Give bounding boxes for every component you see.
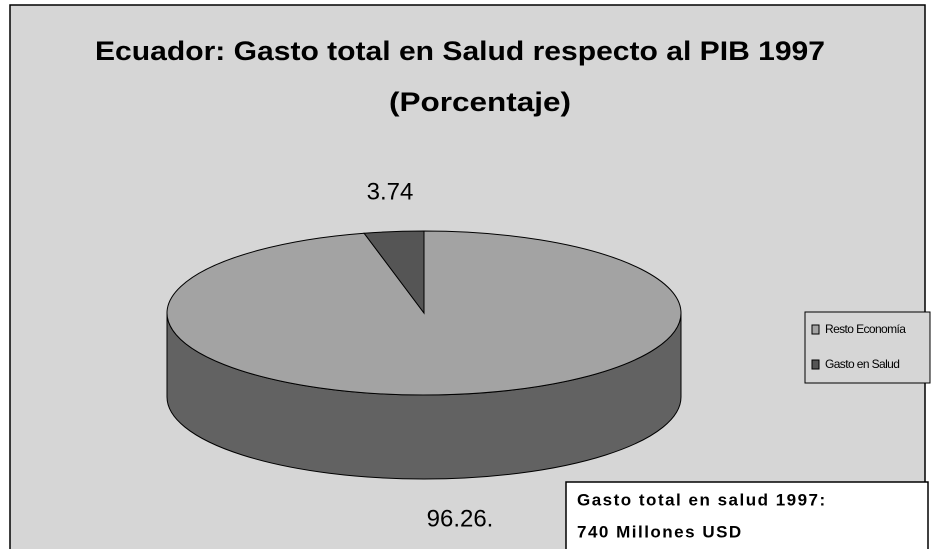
annotation: Gasto total en salud 1997: [577,490,827,509]
legend: Resto Economía Gasto en Salud [804,311,931,384]
chart-subtitle: (Porcentaje) [389,87,571,117]
annotation: 740 Millones USD [577,522,743,541]
legend-swatch [811,359,820,370]
chart-title: Ecuador: Gasto total en Salud respecto a… [95,36,825,66]
annotation-box [565,481,929,549]
pie-slice [363,230,425,315]
legend-swatch [811,324,820,335]
legend-label: Gasto en Salud [825,357,899,371]
data-label: 3.74 [367,178,414,205]
data-label: 96.26. [427,505,494,532]
legend-label: Resto Economía [825,322,906,336]
legend-box [804,311,931,384]
